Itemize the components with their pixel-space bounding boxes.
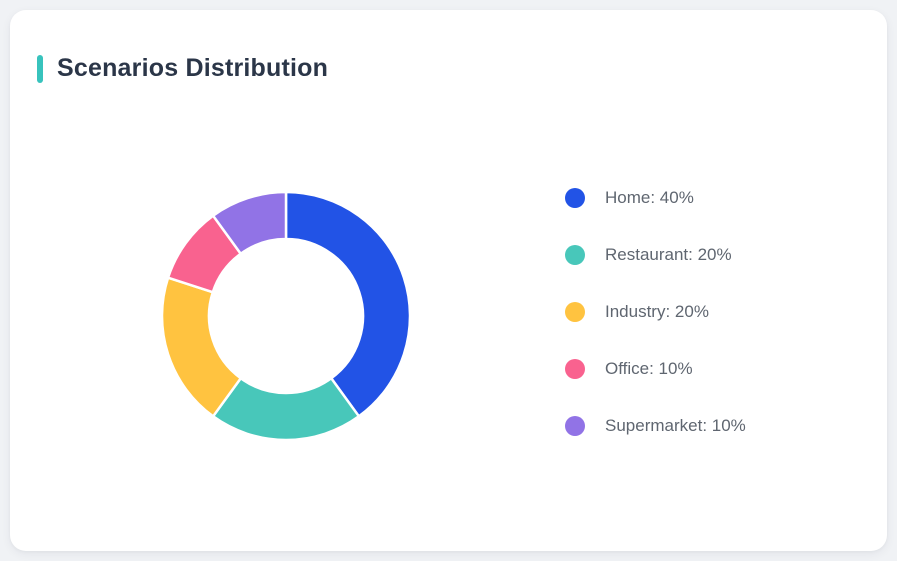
donut-segment-supermarket[interactable] — [211, 190, 288, 255]
donut-segment-industry[interactable] — [160, 276, 242, 418]
legend-dot-restaurant — [565, 245, 585, 265]
donut-chart — [146, 176, 426, 456]
card-header: Scenarios Distribution — [37, 55, 328, 83]
legend-label-home: Home: 40% — [605, 188, 694, 207]
donut-segment-home[interactable] — [284, 190, 412, 418]
title-accent-bar — [37, 55, 43, 83]
legend-item-supermarket[interactable]: Supermarket: 10% — [565, 414, 746, 438]
legend-item-restaurant[interactable]: Restaurant: 20% — [565, 243, 746, 267]
legend-dot-home — [565, 188, 585, 208]
legend-label-office: Office: 10% — [605, 359, 693, 378]
donut-chart-svg — [160, 190, 412, 442]
legend-dot-office — [565, 359, 585, 379]
page-title: Scenarios Distribution — [57, 54, 329, 83]
legend-dot-supermarket — [565, 416, 585, 436]
legend-label-industry: Industry: 20% — [605, 302, 709, 321]
legend-label-restaurant: Restaurant: 20% — [605, 245, 732, 264]
chart-legend: Home: 40% Restaurant: 20% Industry: 20% Off… — [565, 186, 746, 438]
scenarios-distribution-card: Scenarios Distribution Home: 40% Restaura… — [10, 10, 887, 551]
legend-item-office[interactable]: Office: 10% — [565, 357, 746, 381]
legend-dot-industry — [565, 302, 585, 322]
legend-label-supermarket: Supermarket: 10% — [605, 416, 746, 435]
legend-item-industry[interactable]: Industry: 20% — [565, 300, 746, 324]
legend-item-home[interactable]: Home: 40% — [565, 186, 746, 210]
